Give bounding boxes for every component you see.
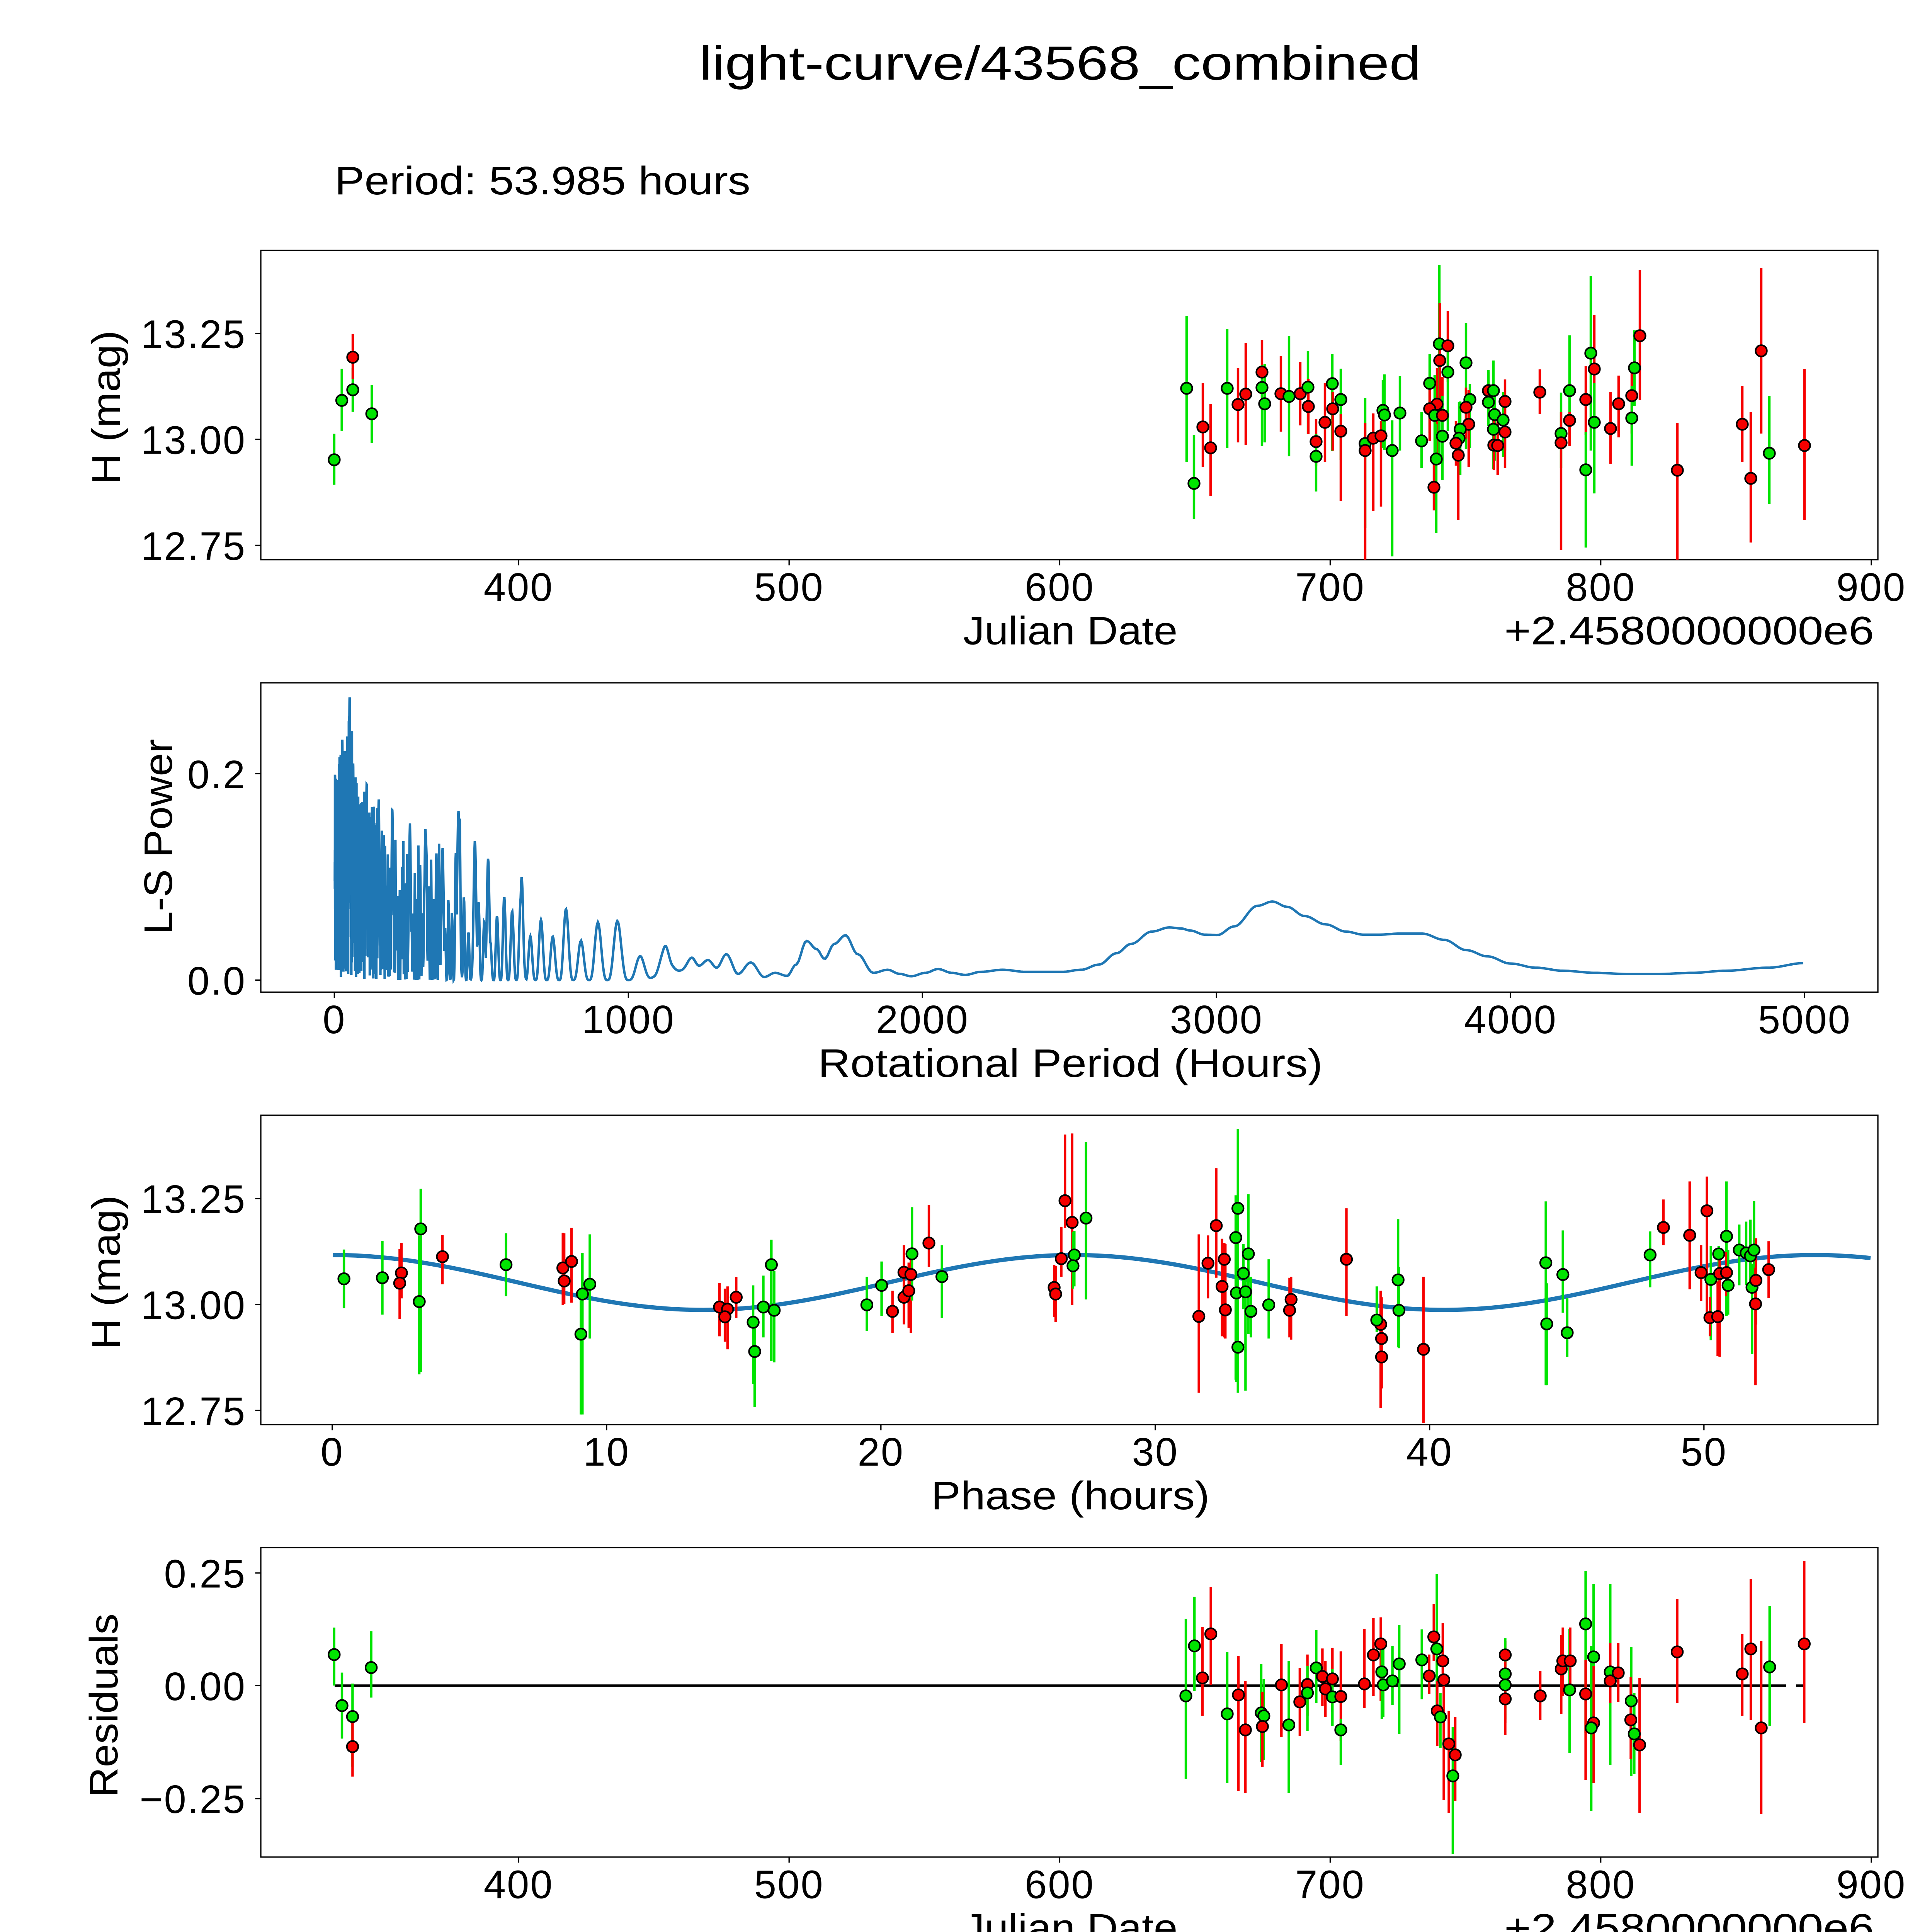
svg-text:3000: 3000	[1170, 997, 1263, 1042]
svg-text:0.2: 0.2	[187, 752, 246, 797]
svg-text:0: 0	[323, 997, 346, 1042]
svg-text:20: 20	[858, 1430, 905, 1474]
svg-text:800: 800	[1566, 1862, 1636, 1906]
svg-text:900: 900	[1836, 565, 1906, 609]
svg-text:L-S Power: L-S Power	[136, 739, 180, 935]
svg-text:800: 800	[1566, 565, 1636, 609]
svg-text:H (mag): H (mag)	[84, 330, 128, 485]
svg-text:1000: 1000	[582, 997, 675, 1042]
svg-text:Julian Date: Julian Date	[963, 609, 1178, 653]
svg-text:Residuals: Residuals	[82, 1614, 126, 1798]
svg-text:0.25: 0.25	[164, 1551, 246, 1596]
svg-text:600: 600	[1025, 565, 1095, 609]
svg-text:400: 400	[484, 1862, 554, 1906]
svg-text:+2.4580000000e6: +2.4580000000e6	[1504, 609, 1874, 653]
svg-text:700: 700	[1295, 565, 1365, 609]
svg-text:Phase (hours): Phase (hours)	[931, 1473, 1210, 1518]
svg-text:12.75: 12.75	[141, 1389, 246, 1434]
svg-text:40: 40	[1406, 1430, 1453, 1474]
svg-text:30: 30	[1132, 1430, 1179, 1474]
svg-text:0.0: 0.0	[187, 959, 246, 1003]
svg-text:13.25: 13.25	[141, 312, 246, 356]
svg-text:400: 400	[484, 565, 554, 609]
svg-text:Period: 53.985 hours: Period: 53.985 hours	[335, 158, 750, 203]
svg-text:0: 0	[321, 1430, 344, 1474]
svg-text:900: 900	[1836, 1862, 1906, 1906]
svg-text:5000: 5000	[1758, 997, 1851, 1042]
svg-text:13.25: 13.25	[141, 1177, 246, 1221]
svg-text:H (mag): H (mag)	[84, 1195, 128, 1349]
svg-text:600: 600	[1025, 1862, 1095, 1906]
svg-text:500: 500	[754, 565, 824, 609]
svg-text:0.00: 0.00	[164, 1664, 246, 1709]
svg-text:13.00: 13.00	[141, 418, 246, 463]
svg-text:50: 50	[1681, 1430, 1728, 1474]
svg-text:+2.4580000000e6: +2.4580000000e6	[1504, 1906, 1874, 1932]
svg-text:2000: 2000	[876, 997, 969, 1042]
svg-text:−0.25: −0.25	[139, 1777, 246, 1821]
svg-text:Julian Date: Julian Date	[963, 1906, 1178, 1932]
svg-text:700: 700	[1295, 1862, 1365, 1906]
svg-text:500: 500	[754, 1862, 824, 1906]
svg-text:light-curve/43568_combined: light-curve/43568_combined	[699, 37, 1421, 90]
svg-text:10: 10	[583, 1430, 630, 1474]
svg-text:13.00: 13.00	[141, 1283, 246, 1328]
svg-text:Rotational Period (Hours): Rotational Period (Hours)	[818, 1041, 1323, 1085]
svg-text:4000: 4000	[1464, 997, 1557, 1042]
svg-text:12.75: 12.75	[141, 524, 246, 568]
